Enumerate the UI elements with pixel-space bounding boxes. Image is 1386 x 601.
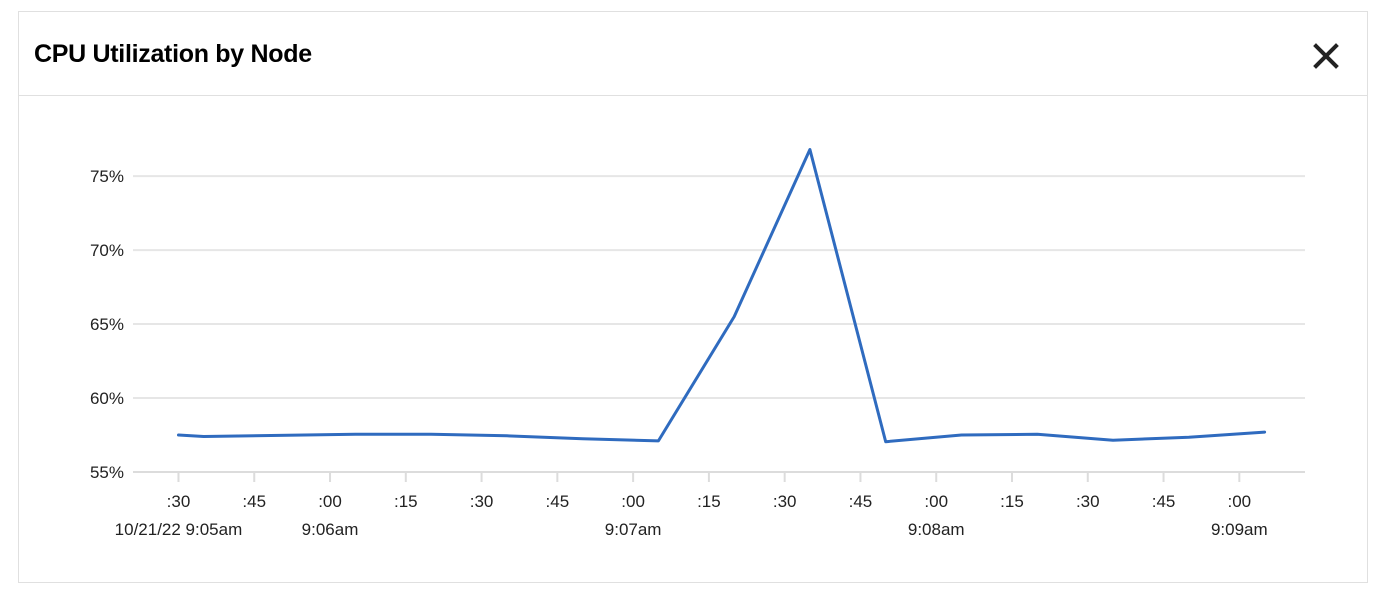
- close-icon: [1313, 43, 1339, 69]
- y-tick-label: 75%: [90, 167, 124, 186]
- x-tick-label: :00: [318, 492, 342, 511]
- x-tick-label: :45: [849, 492, 873, 511]
- x-tick-label: :15: [697, 492, 721, 511]
- x-axis-labels: :30 10/21/22 9:05am :45 :00 9:06am :15 :30 :45:…: [115, 492, 1268, 539]
- x-tick-sublabel: 9:08am: [908, 520, 965, 539]
- x-tick-label: :00: [621, 492, 645, 511]
- x-tick-label: :45: [1152, 492, 1176, 511]
- close-button[interactable]: [1311, 41, 1341, 71]
- x-tick-sublabel: 9:06am: [302, 520, 359, 539]
- cpu-series-line: [177, 148, 1267, 444]
- x-tick-label: :45: [546, 492, 570, 511]
- x-tick-sublabel: 9:09am: [1211, 520, 1268, 539]
- y-tick-label: 70%: [90, 241, 124, 260]
- y-tick-label: 65%: [90, 315, 124, 334]
- y-axis-labels: 55% 60% 65% 70% 75%: [90, 167, 124, 482]
- x-tick-label: :30: [470, 492, 494, 511]
- x-tick-label: :00: [1228, 492, 1252, 511]
- grid-lines: [133, 175, 1305, 482]
- series-layer: [177, 148, 1267, 444]
- x-tick-label: :15: [394, 492, 418, 511]
- panel-title: CPU Utilization by Node: [34, 40, 312, 68]
- x-tick-label: :30: [167, 492, 191, 511]
- y-tick-label: 60%: [90, 389, 124, 408]
- chart-panel: CPU Utilization by Node: [18, 11, 1368, 583]
- x-tick-label: :00: [924, 492, 948, 511]
- x-tick-label: :45: [242, 492, 266, 511]
- x-tick-label: :30: [1076, 492, 1100, 511]
- x-tick-sublabel: 9:07am: [605, 520, 662, 539]
- x-tick-label: :15: [1000, 492, 1024, 511]
- x-tick-sublabel: 10/21/22 9:05am: [115, 520, 243, 539]
- y-tick-label: 55%: [90, 463, 124, 482]
- panel-header: CPU Utilization by Node: [19, 12, 1367, 96]
- x-tick-label: :30: [773, 492, 797, 511]
